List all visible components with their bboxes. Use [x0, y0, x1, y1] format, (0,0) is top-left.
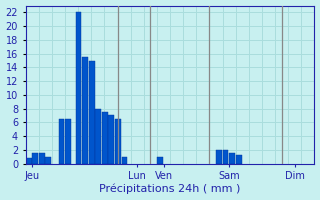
Bar	[32, 153, 38, 164]
Bar	[157, 157, 163, 164]
Bar	[26, 158, 32, 164]
Bar	[102, 112, 108, 164]
Bar	[82, 57, 88, 164]
Bar	[76, 12, 82, 164]
Bar	[223, 150, 228, 164]
Bar	[95, 109, 101, 164]
Bar	[39, 153, 45, 164]
Bar	[122, 157, 127, 164]
Bar	[59, 119, 64, 164]
Bar	[65, 119, 71, 164]
Bar	[115, 119, 121, 164]
Bar	[89, 61, 95, 164]
Bar	[229, 153, 235, 164]
X-axis label: Précipitations 24h ( mm ): Précipitations 24h ( mm )	[100, 184, 241, 194]
Bar	[216, 150, 222, 164]
Bar	[236, 155, 242, 164]
Bar	[45, 157, 51, 164]
Bar	[108, 115, 114, 164]
